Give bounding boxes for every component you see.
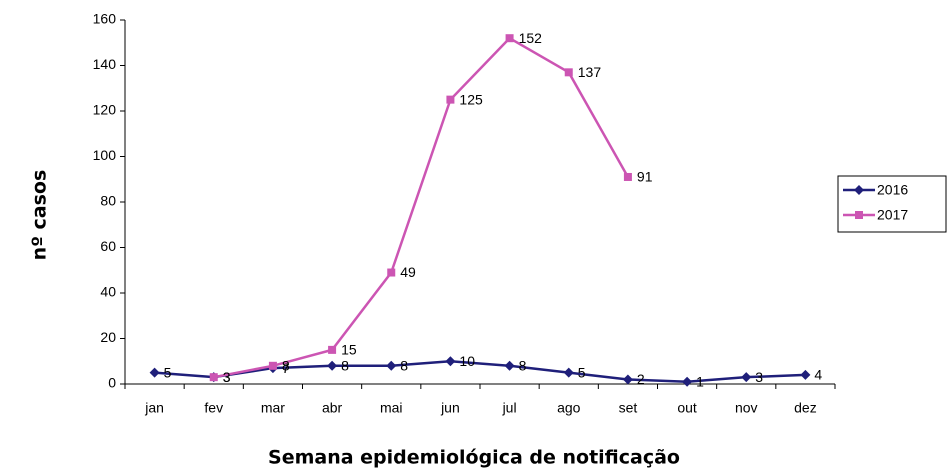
data-label: 8 [519,358,527,374]
x-tick-label: ago [557,400,581,416]
data-label: 152 [519,30,543,46]
data-point [149,367,160,378]
x-tick-label: mar [261,400,285,416]
data-point [800,369,811,380]
data-point [564,68,573,77]
data-label: 7 [282,360,290,376]
data-point [446,95,455,104]
legend-marker [854,185,864,195]
data-point [268,361,277,370]
series-line [154,359,806,383]
data-point [328,345,337,354]
data-label: 4 [814,367,822,383]
data-label: 1 [696,373,704,389]
legend-box [837,175,947,233]
data-point [505,34,514,43]
legend-label: 2016 [877,182,908,198]
x-tick-label: mai [380,400,403,416]
data-point [682,376,693,387]
data-label: 2 [637,371,645,387]
data-label: 15 [341,342,357,358]
data-label: 3 [755,369,763,385]
x-tick-label: jun [440,400,460,416]
data-point [622,374,633,385]
data-label: 125 [459,91,483,107]
y-tick-label: 120 [93,102,117,118]
x-tick-label: out [677,400,697,416]
x-tick-label: nov [735,400,758,416]
data-label: 91 [637,169,653,185]
legend-marker [855,211,863,219]
data-label: 10 [459,353,475,369]
data-point [209,373,218,382]
data-label: 3 [223,369,231,385]
x-tick-label: set [619,400,638,416]
x-tick-label: fev [204,400,223,416]
data-point [504,360,515,371]
data-point [563,367,574,378]
data-point [445,356,456,367]
data-point [741,372,752,383]
data-point [623,172,632,181]
data-label: 137 [578,64,602,80]
data-point [327,360,338,371]
x-tick-label: jan [144,400,164,416]
data-label: 8 [282,358,290,374]
y-tick-label: 100 [93,147,117,163]
data-point [386,360,397,371]
legend-label: 2017 [877,207,908,223]
y-tick-label: 80 [100,193,116,209]
data-label: 5 [164,364,172,380]
data-label: 8 [400,358,408,374]
y-tick-label: 160 [93,11,117,27]
x-axis-title: Semana epidemiológica de notificação [268,447,680,469]
data-point [387,268,396,277]
y-tick-label: 140 [93,56,117,72]
series-line [213,36,630,379]
x-tick-label: abr [322,400,343,416]
y-tick-label: 20 [100,329,116,345]
x-tick-label: dez [794,400,817,416]
x-tick-label: jul [502,400,517,416]
y-tick-label: 60 [100,238,116,254]
data-label: 5 [578,364,586,380]
data-label: 8 [341,358,349,374]
data-label: 3 [223,369,231,385]
y-tick-label: 0 [108,375,116,391]
data-label: 49 [400,264,416,280]
y-tick-label: 40 [100,284,116,300]
y-axis-title: nº casos [29,170,51,261]
